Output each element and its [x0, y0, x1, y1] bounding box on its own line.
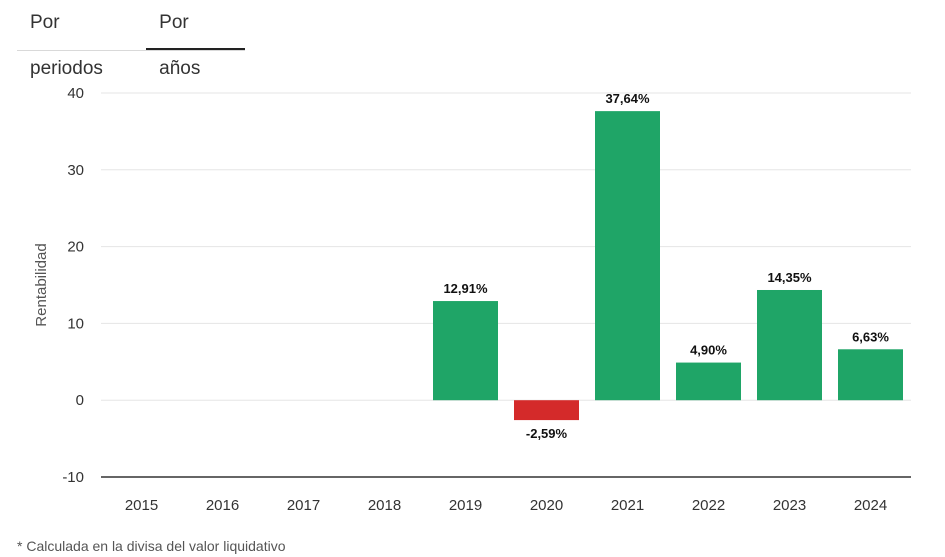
returns-bar-chart: -10 0 10 20 30 40 Rentabilidad 2015 2016 2017 2018…: [33, 85, 911, 514]
y-tick-label: 0: [76, 392, 84, 409]
period-tabs: Por periodos Por años: [17, 0, 245, 79]
x-tick-label-2015: 2015: [125, 497, 158, 514]
data-label-2019: 12,91%: [443, 281, 488, 296]
data-label-2022: 4,90%: [690, 343, 727, 358]
y-axis-label: Rentabilidad: [33, 243, 50, 326]
bar-2020: [514, 400, 579, 421]
data-label-2023: 14,35%: [767, 270, 812, 285]
x-tick-label-2023: 2023: [773, 497, 806, 514]
data-label-2024: 6,63%: [852, 329, 889, 344]
tab-por-anos[interactable]: Por años: [146, 0, 245, 79]
bar-2024: [838, 349, 903, 401]
bar-2019: [433, 301, 498, 401]
x-tick-label-2020: 2020: [530, 497, 563, 514]
y-tick-label: 30: [67, 162, 84, 179]
footnote: * Calculada en la divisa del valor liqui…: [17, 538, 286, 554]
bar-2022: [676, 362, 741, 401]
y-tick-label: 40: [67, 85, 84, 102]
y-tick-label: 10: [67, 315, 84, 332]
x-tick-label-2017: 2017: [287, 497, 320, 514]
x-tick-label-2018: 2018: [368, 497, 401, 514]
x-tick-label-2022: 2022: [692, 497, 725, 514]
x-tick-label-2021: 2021: [611, 497, 644, 514]
bar-2023: [757, 289, 822, 401]
data-label-2021: 37,64%: [605, 91, 650, 106]
x-tick-label-2024: 2024: [854, 497, 887, 514]
x-tick-label-2019: 2019: [449, 497, 482, 514]
x-tick-label-2016: 2016: [206, 497, 239, 514]
y-tick-label: -10: [62, 469, 84, 486]
data-label-2020: -2,59%: [526, 426, 568, 441]
y-tick-label: 20: [67, 239, 84, 256]
tab-por-periodos[interactable]: Por periodos: [30, 12, 103, 79]
bar-2021: [595, 111, 660, 401]
